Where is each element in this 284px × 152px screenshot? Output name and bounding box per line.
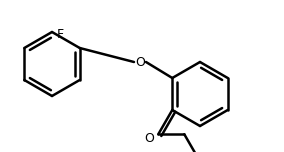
Text: F: F [57, 29, 64, 41]
Text: O: O [144, 132, 154, 145]
Text: O: O [135, 55, 145, 69]
